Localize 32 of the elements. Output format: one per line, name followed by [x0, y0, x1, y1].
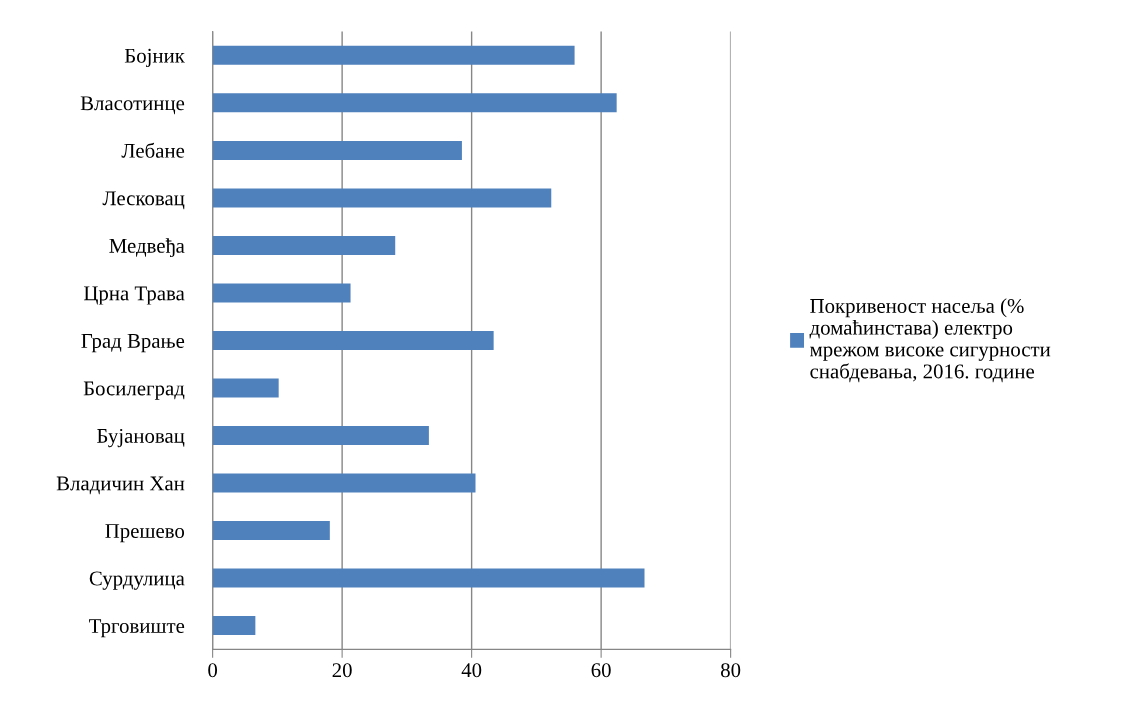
- bar: [212, 140, 462, 160]
- bar: [212, 426, 429, 446]
- bar: [212, 568, 645, 588]
- y-tick-label: Прешево: [105, 524, 185, 543]
- bar: [212, 45, 575, 65]
- y-tick-label: Лесковац: [102, 191, 185, 210]
- y-tick-label: Трговиште: [89, 619, 185, 638]
- bar: [212, 93, 617, 113]
- x-tick-label: 0: [208, 663, 218, 678]
- y-tick-label: Бујановац: [97, 428, 185, 448]
- y-tick-label: Црна Трава: [83, 286, 185, 305]
- y-tick-label: Лебане: [121, 142, 185, 158]
- bar: [212, 283, 351, 303]
- x-tick-label: 80: [721, 663, 741, 678]
- y-tick-label: Владичин Хан: [56, 476, 185, 495]
- bar: [212, 521, 330, 541]
- y-tick-label: Сурдулица: [89, 571, 185, 590]
- bar: [212, 616, 256, 636]
- y-tick-label: Бојник: [124, 48, 185, 68]
- x-tick-label: 40: [461, 663, 482, 678]
- bar: [212, 473, 476, 493]
- bar: [212, 235, 396, 255]
- x-tick-label: 20: [332, 663, 352, 678]
- legend-label: Покривеност насеља (% домаћинстава) електро мрежом високе сигурности снабдевања, 2016. године: [809, 298, 1051, 383]
- bar: [212, 378, 279, 398]
- y-tick-label: Власотинце: [80, 96, 185, 115]
- bar: [212, 330, 494, 350]
- y-tick-label: Медвеђа: [109, 238, 185, 258]
- bar: [212, 188, 552, 208]
- y-tick-label: Босилеград: [83, 381, 185, 400]
- y-tick-label: Град Врање: [81, 334, 185, 353]
- x-tick-label: 60: [591, 663, 611, 678]
